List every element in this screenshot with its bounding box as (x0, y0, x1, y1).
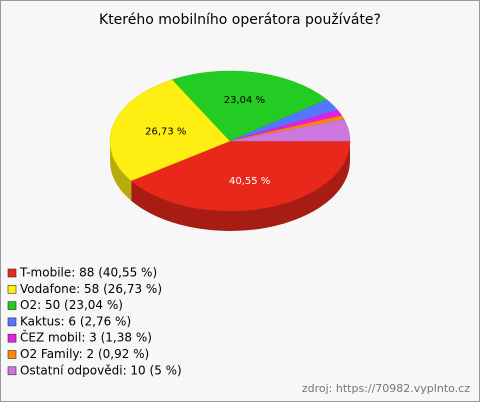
legend-label: Vodafone: 58 (26,73 %) (20, 282, 162, 296)
legend-swatch (7, 366, 17, 376)
slice-side (110, 141, 132, 201)
legend-swatch (7, 268, 17, 278)
slice (130, 140, 351, 212)
value-label: 40,55 % (229, 176, 270, 187)
legend-label: T-mobile: 88 (40,55 %) (19, 266, 157, 280)
value-label: 23,04 % (224, 95, 265, 106)
legend-label: Kaktus: 6 (2,76 %) (20, 314, 131, 328)
legend-swatch (7, 284, 17, 294)
legend-label: Ostatní odpovědi: 10 (5 %) (20, 363, 182, 377)
legend-swatch (7, 301, 17, 310)
legend-label: O2 Family: 2 (0,92 %) (20, 347, 149, 361)
legend-swatch (7, 333, 17, 343)
legend-label: ČEZ mobil: 3 (1,38 %) (20, 330, 152, 345)
slice (171, 70, 328, 142)
slice-side (131, 141, 350, 231)
chart-title: Kterého mobilního operátora používáte? (99, 12, 381, 28)
legend-label: O2: 50 (23,04 %) (20, 298, 123, 312)
source: zdroj: https://70982.vyplnto.cz (302, 382, 470, 395)
legend-swatch (7, 350, 17, 359)
legend-swatch (7, 317, 17, 327)
value-label: 26,73 % (145, 126, 186, 137)
slice (109, 79, 231, 182)
slice (229, 119, 351, 142)
